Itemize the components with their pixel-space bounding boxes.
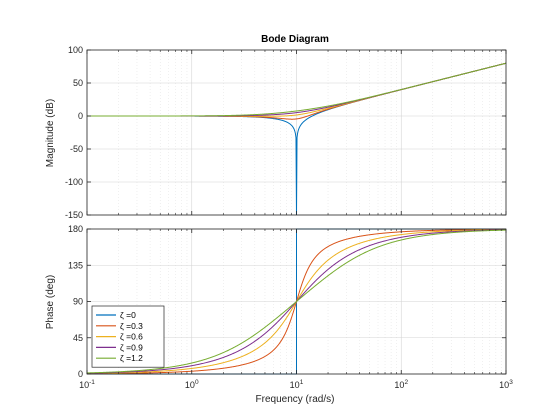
magnitude-y-ticks: 100 50 0 -50 -100 -150 xyxy=(65,45,506,220)
x-tick-label-exponent: 1 xyxy=(300,379,304,386)
x-tick-label: 10-1 xyxy=(79,379,95,390)
legend-entry-label: ζ =0.9 xyxy=(120,342,143,352)
x-tick-label-base: 10 xyxy=(185,380,195,390)
x-tick-label-base: 10 xyxy=(290,380,300,390)
x-tick-label-exponent: 2 xyxy=(404,379,408,386)
phase-series-line xyxy=(86,229,507,374)
y-tick-label: -100 xyxy=(65,177,83,187)
magnitude-axis-label: Magnitude (dB) xyxy=(45,99,56,167)
x-tick-label-base: 10 xyxy=(499,380,509,390)
legend-entry-label: ζ =1.2 xyxy=(120,353,143,363)
chart-title: Bode Diagram xyxy=(261,34,329,45)
x-tick-labels: 10-1 100 101 102 103 xyxy=(79,379,513,390)
x-tick-label-base: 10 xyxy=(394,380,404,390)
x-tick-label: 101 xyxy=(290,379,304,390)
y-tick-label: 0 xyxy=(78,369,83,379)
x-tick-label-exponent: 0 xyxy=(195,379,199,386)
y-tick-label: 50 xyxy=(73,78,83,88)
phase-lines xyxy=(86,228,507,375)
y-tick-label: -50 xyxy=(70,144,83,154)
legend: ζ =0ζ =0.3ζ =0.6ζ =0.9ζ =1.2 xyxy=(91,305,165,368)
x-tick-label: 102 xyxy=(394,379,408,390)
x-tick-label: 103 xyxy=(499,379,513,390)
magnitude-x-tickmarks xyxy=(86,50,507,215)
x-tick-label-exponent: -1 xyxy=(89,379,95,386)
y-tick-label: -150 xyxy=(65,210,83,220)
phase-x-tickmarks xyxy=(86,229,507,374)
y-tick-label: 45 xyxy=(73,333,83,343)
y-tick-label: 100 xyxy=(68,45,83,55)
legend-entry-label: ζ =0.6 xyxy=(120,332,143,342)
legend-entry-label: ζ =0.3 xyxy=(120,321,143,331)
x-tick-label: 100 xyxy=(185,379,199,390)
y-tick-label: 135 xyxy=(68,260,83,270)
magnitude-series-line xyxy=(87,62,507,117)
x-tick-label-exponent: 3 xyxy=(509,379,513,386)
phase-axis-label: Phase (deg) xyxy=(45,275,56,329)
magnitude-panel: 100 50 0 -50 -100 -150 Magnitude (dB) xyxy=(45,45,507,220)
legend-entry-label: ζ =0 xyxy=(120,310,136,320)
y-tick-label: 90 xyxy=(73,297,83,307)
phase-y-ticks: 180 135 90 45 0 xyxy=(68,224,506,379)
y-tick-label: 180 xyxy=(68,224,83,234)
y-tick-label: 0 xyxy=(78,111,83,121)
x-axis-label: Frequency (rad/s) xyxy=(256,394,335,405)
x-tick-label-base: 10 xyxy=(79,380,89,390)
